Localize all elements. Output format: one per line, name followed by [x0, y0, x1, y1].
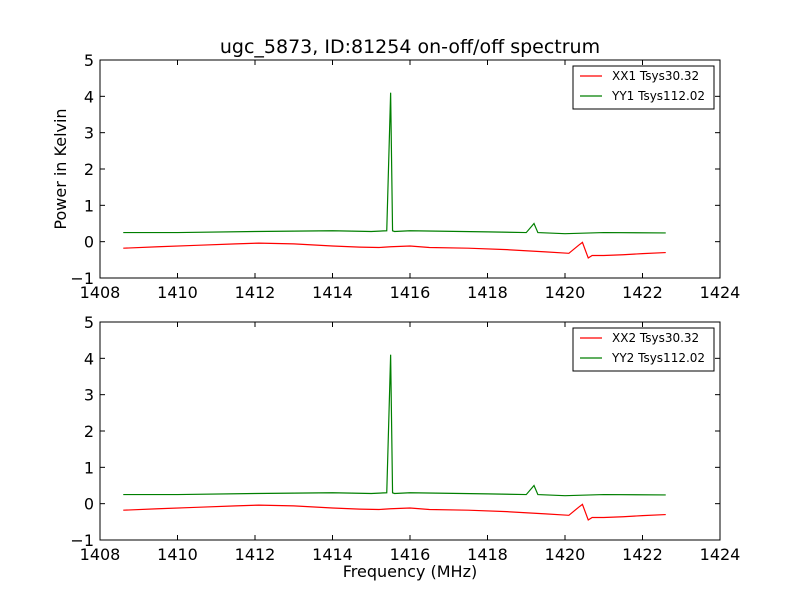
- top-series-yy-line: [123, 92, 666, 235]
- bottom-legend-box: [572, 327, 715, 372]
- top-panel: 1408 1410 1412 1414 1416 1418 1420 1422 1424 −1 0…: [51, 51, 740, 302]
- top-series-xx-line: [123, 241, 666, 259]
- bottom-series-layer: [123, 354, 666, 521]
- top-y-tick-label: −1: [70, 269, 94, 288]
- top-legend-yy1-label: YY1 Tsys112.02: [611, 89, 705, 103]
- top-x-tick-label: 1420: [545, 283, 586, 302]
- bottom-x-tick-label: 1414: [312, 545, 353, 564]
- top-x-tick-label: 1410: [157, 283, 198, 302]
- bottom-x-axis: 1408 1410 1412 1414 1416 1418 1420 1422 1424: [80, 322, 741, 564]
- top-y-tick-label: 0: [84, 233, 94, 252]
- bottom-legend: XX2 Tsys30.32 YY2 Tsys112.02: [572, 327, 715, 372]
- top-y-tick-label: 1: [84, 196, 94, 215]
- bottom-legend-yy2-label: YY2 Tsys112.02: [611, 351, 705, 365]
- top-legend-xx1-label: XX1 Tsys30.32: [612, 69, 699, 83]
- bottom-x-tick-label: 1422: [622, 545, 663, 564]
- bottom-y-tick-label: 2: [84, 422, 94, 441]
- top-y-tick-label: 3: [84, 124, 94, 143]
- bottom-series-xx-line: [123, 503, 666, 521]
- bottom-x-tick-label: 1424: [700, 545, 741, 564]
- top-y-axis: −1 0 1 2 3 4 5: [70, 51, 720, 288]
- top-x-tick-label: 1416: [390, 283, 431, 302]
- bottom-y-tick-label: 0: [84, 495, 94, 514]
- bottom-x-tick-label: 1420: [545, 545, 586, 564]
- bottom-legend-xx2-label: XX2 Tsys30.32: [612, 331, 699, 345]
- top-series-layer: [123, 92, 666, 259]
- bottom-x-tick-label: 1418: [467, 545, 508, 564]
- top-legend: XX1 Tsys30.32 YY1 Tsys112.02: [572, 65, 715, 110]
- top-x-axis: 1408 1410 1412 1414 1416 1418 1420 1422 1424: [80, 60, 741, 302]
- top-x-tick-label: 1408: [80, 283, 121, 302]
- top-y-tick-label: 2: [84, 160, 94, 179]
- bottom-x-axis-label: Frequency (MHz): [343, 562, 477, 581]
- bottom-x-tick-label: 1410: [157, 545, 198, 564]
- top-x-tick-label: 1418: [467, 283, 508, 302]
- top-y-tick-label: 4: [84, 87, 94, 106]
- bottom-y-tick-label: −1: [70, 531, 94, 550]
- top-y-axis-label: Power in Kelvin: [51, 108, 70, 229]
- bottom-y-tick-label: 5: [84, 313, 94, 332]
- top-legend-box: [572, 65, 715, 110]
- bottom-series-yy-line: [123, 354, 666, 497]
- top-x-tick-label: 1422: [622, 283, 663, 302]
- top-x-tick-label: 1412: [235, 283, 276, 302]
- bottom-x-tick-label: 1416: [390, 545, 431, 564]
- bottom-y-tick-label: 1: [84, 458, 94, 477]
- bottom-panel: 1408 1410 1412 1414 1416 1418 1420 1422 1424 −1 0…: [70, 313, 740, 581]
- bottom-y-tick-label: 3: [84, 386, 94, 405]
- bottom-x-tick-label: 1408: [80, 545, 121, 564]
- top-x-tick-label: 1414: [312, 283, 353, 302]
- figure-title: ugc_5873, ID:81254 on-off/off spectrum: [220, 36, 600, 58]
- bottom-y-tick-label: 4: [84, 349, 94, 368]
- bottom-y-axis: −1 0 1 2 3 4 5: [70, 313, 720, 550]
- top-x-tick-label: 1424: [700, 283, 741, 302]
- bottom-x-tick-label: 1412: [235, 545, 276, 564]
- top-y-tick-label: 5: [84, 51, 94, 70]
